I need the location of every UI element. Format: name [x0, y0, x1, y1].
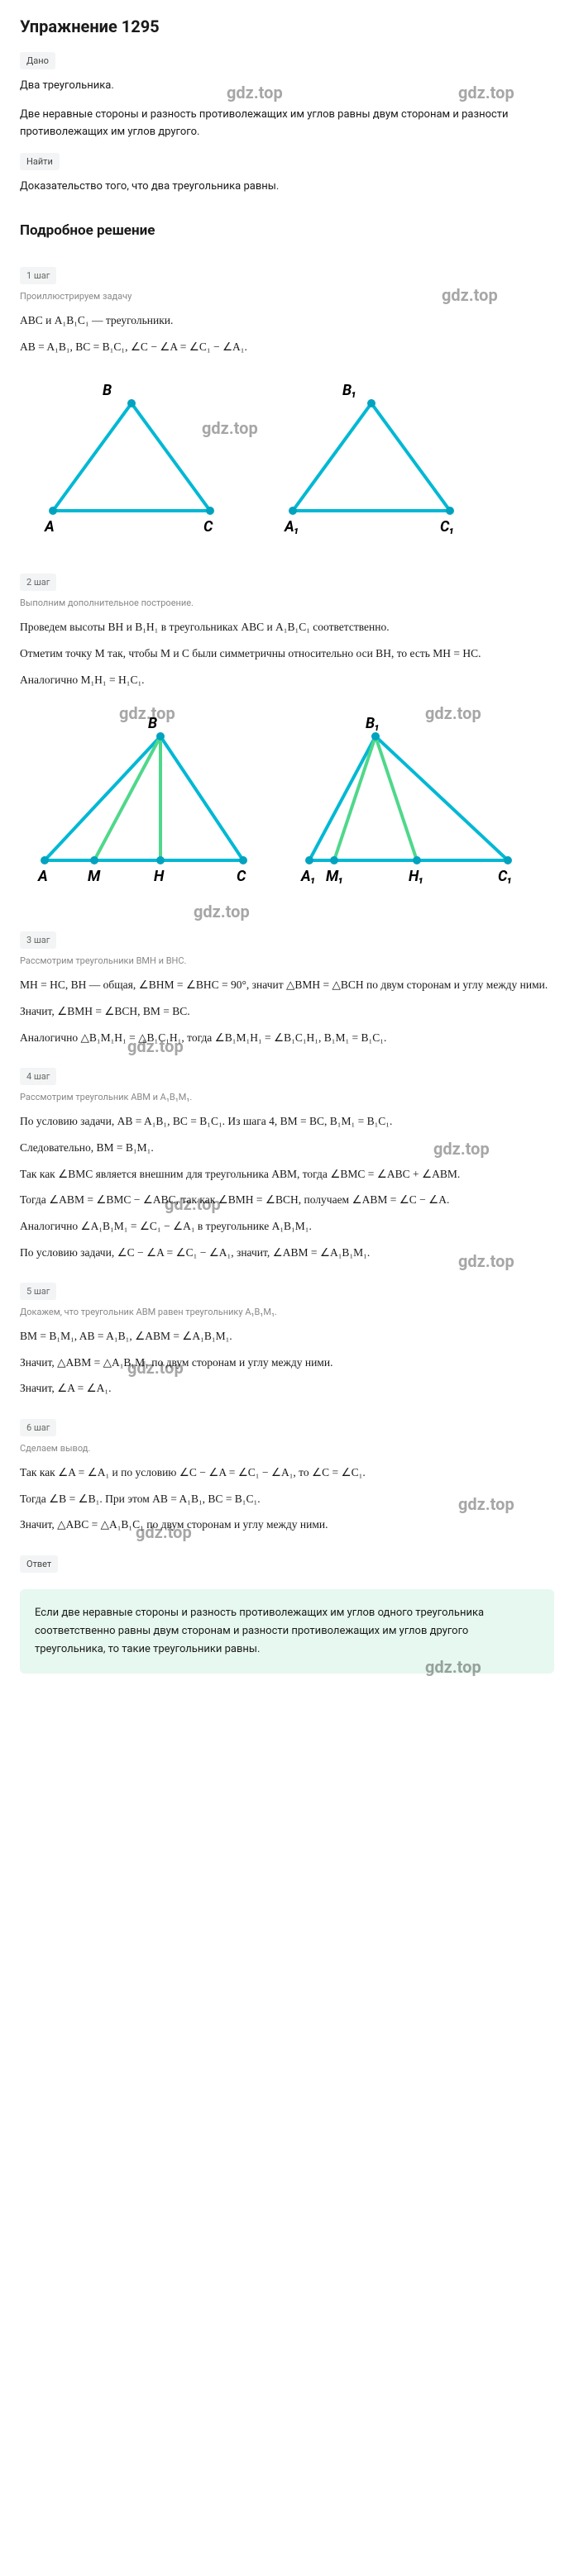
- vertex-label: H₁: [409, 868, 424, 885]
- vertex-label: C₁: [498, 868, 513, 885]
- given-text-1: Два треугольника.: [20, 78, 554, 95]
- step-desc: Сделаем вывод.: [20, 1443, 554, 1454]
- step-line: Значит, △ABC = △A₁B₁C₁ по двум сторонам …: [20, 1514, 554, 1536]
- step-line: Аналогично M₁H₁ = H₁C₁.: [20, 669, 554, 691]
- find-label: Найти: [20, 153, 60, 170]
- step-line: AB = A₁B₁, BC = B₁C₁, ∠C − ∠A = ∠C₁ − ∠A…: [20, 336, 554, 358]
- step-badge: 1 шаг: [20, 267, 56, 284]
- step-badge: 6 шаг: [20, 1419, 56, 1436]
- vertex-label: C₁: [440, 518, 455, 536]
- step-desc: Рассмотрим треугольники BMH и BHC.: [20, 955, 554, 966]
- step-line: Значит, △ABM = △A₁B₁M₁ по двум сторонам …: [20, 1352, 554, 1374]
- figure-2: A M H C B A₁ M₁ H₁ C₁ B₁: [20, 703, 554, 893]
- step-badge: 4 шаг: [20, 1068, 56, 1085]
- step-line: По условию задачи, ∠C − ∠A = ∠C₁ − ∠A₁, …: [20, 1242, 554, 1264]
- step-line: Так как ∠A = ∠A₁ и по условию ∠C − ∠A = …: [20, 1462, 554, 1483]
- step-badge: 3 шаг: [20, 931, 56, 949]
- exercise-title: Упражнение 1295: [20, 17, 554, 36]
- step-line: Тогда ∠B = ∠B₁. При этом AB = A₁B₁, BC =…: [20, 1488, 554, 1510]
- vertex-label: A: [44, 518, 55, 536]
- step-desc: Проиллюстрируем задачу: [20, 291, 554, 302]
- vertex-label: B₁: [366, 715, 380, 732]
- vertex-label: B: [148, 715, 157, 732]
- step-line: Значит, ∠A = ∠A₁.: [20, 1378, 554, 1399]
- vertex-label: M: [88, 868, 101, 885]
- step-line: Тогда ∠ABM = ∠BMC − ∠ABC, так как ∠BMH =…: [20, 1189, 554, 1211]
- step-line: ABC и A₁B₁C₁ — треугольники.: [20, 310, 554, 331]
- step-line: Проведем высоты BH и B₁H₁ в треугольника…: [20, 617, 554, 638]
- answer-label: Ответ: [20, 1555, 58, 1573]
- triangle-abc-ext: A M H C B: [20, 703, 268, 893]
- answer-text: Если две неравные стороны и разность про…: [35, 1607, 484, 1655]
- vertex-label: C: [237, 868, 246, 885]
- figure-1: A B C A₁ B₁ C₁: [20, 370, 554, 536]
- step-desc: Рассмотрим треугольник ABM и A₁B₁M₁.: [20, 1092, 554, 1102]
- vertex-label: B₁: [342, 382, 357, 399]
- vertex-label: A₁: [284, 518, 299, 536]
- step-badge: 5 шаг: [20, 1283, 56, 1300]
- triangle-a1b1c1: A₁ B₁ C₁: [260, 370, 483, 536]
- step-line: Аналогично △B₁M₁H₁ = △B₁C₁H₁, тогда ∠B₁M…: [20, 1027, 554, 1049]
- vertex-label: A₁: [300, 868, 316, 885]
- answer-box: Если две неравные стороны и разность про…: [20, 1589, 554, 1674]
- watermark-text: gdz.top: [194, 902, 250, 921]
- triangle-abc: A B C: [20, 370, 243, 536]
- step-line: Аналогично ∠A₁B₁M₁ = ∠C₁ − ∠A₁ в треугол…: [20, 1216, 554, 1237]
- vertex-label: C: [203, 518, 213, 536]
- step-desc: Выполним дополнительное построение.: [20, 598, 554, 608]
- step-desc: Докажем, что треугольник ABM равен треуг…: [20, 1307, 554, 1317]
- given-label: Дано: [20, 52, 55, 69]
- step-line: BM = B₁M₁, AB = A₁B₁, ∠ABM = ∠A₁B₁M₁.: [20, 1326, 554, 1347]
- vertex-label: B: [103, 382, 112, 399]
- triangle-a1b1c1-ext: A₁ M₁ H₁ C₁ B₁: [285, 703, 533, 893]
- solution-title: Подробное решение: [20, 222, 554, 239]
- step-line: По условию задачи, AB = A₁B₁, BC = B₁C₁.…: [20, 1111, 554, 1132]
- vertex-label: H: [154, 868, 165, 885]
- step-line: MH = HC, BH — общая, ∠BHM = ∠BHC = 90°, …: [20, 974, 554, 996]
- step-line: Следовательно, BM = B₁M₁.: [20, 1137, 554, 1159]
- step-badge: 2 шаг: [20, 574, 56, 591]
- step-line: Отметим точку M так, чтобы M и C были си…: [20, 643, 554, 664]
- step-line: Значит, ∠BMH = ∠BCH, BM = BC.: [20, 1001, 554, 1022]
- vertex-label: M₁: [326, 868, 344, 885]
- find-text: Доказательство того, что два треугольник…: [20, 179, 554, 196]
- step-line: Так как ∠BMC является внешним для треуго…: [20, 1164, 554, 1185]
- given-text-2: Две неравные стороны и разность противол…: [20, 107, 554, 141]
- vertex-label: A: [37, 868, 48, 885]
